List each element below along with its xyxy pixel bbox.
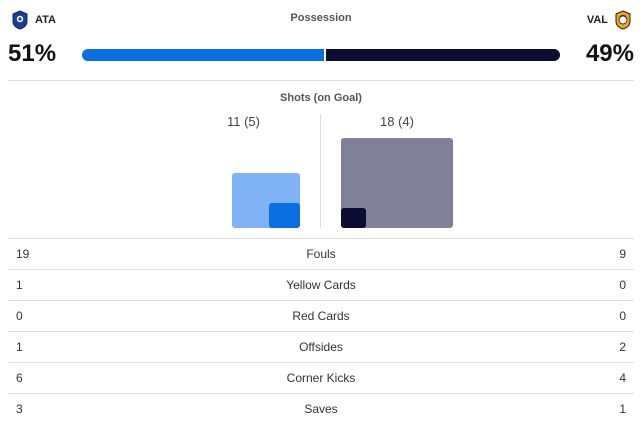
away-red-cards: 0 [619, 309, 626, 323]
home-team-abbr: ATA [35, 14, 56, 26]
away-team[interactable]: VAL [587, 10, 632, 30]
home-shots-label: 11 (5) [227, 114, 260, 129]
atalanta-crest-icon [12, 10, 28, 30]
stat-row-corner-kicks: 6 Corner Kicks 4 [8, 362, 634, 393]
stat-row-saves: 3 Saves 1 [8, 393, 634, 424]
away-saves: 1 [619, 402, 626, 416]
fouls-label: Fouls [306, 247, 336, 261]
red-cards-label: Red Cards [292, 309, 350, 323]
home-saves: 3 [16, 402, 23, 416]
stat-row-yellow-cards: 1 Yellow Cards 0 [8, 269, 634, 300]
home-yellow-cards: 1 [16, 278, 23, 292]
away-shots-on-goal-box [341, 208, 366, 228]
possession-bar [82, 49, 560, 61]
offsides-label: Offsides [299, 340, 343, 354]
home-red-cards: 0 [16, 309, 23, 323]
stat-row-red-cards: 0 Red Cards 0 [8, 300, 634, 331]
away-fouls: 9 [619, 247, 626, 261]
away-yellow-cards: 0 [619, 278, 626, 292]
home-team[interactable]: ATA [11, 10, 56, 30]
possession-bar-home [82, 49, 326, 61]
home-shots-on-goal-box [269, 203, 300, 228]
possession-bar-away [325, 49, 560, 61]
home-corner-kicks: 6 [16, 371, 23, 385]
away-offsides: 2 [619, 340, 626, 354]
stat-row-offsides: 1 Offsides 2 [8, 331, 634, 362]
home-possession: 51% [8, 40, 57, 67]
stat-row-fouls: 19 Fouls 9 [8, 238, 634, 269]
possession-title: Possession [290, 12, 352, 24]
away-team-abbr: VAL [586, 14, 608, 26]
yellow-cards-label: Yellow Cards [286, 278, 356, 292]
away-shots-label: 18 (4) [380, 114, 414, 129]
stats-table: 19 Fouls 9 1 Yellow Cards 0 0 Red Cards … [8, 238, 634, 424]
corner-kicks-label: Corner Kicks [286, 371, 356, 385]
shots-divider [320, 114, 321, 228]
divider [8, 80, 634, 81]
home-fouls: 19 [16, 247, 30, 261]
saves-label: Saves [304, 402, 338, 416]
away-possession: 49% [585, 40, 634, 67]
home-offsides: 1 [16, 340, 23, 354]
valencia-crest-icon [615, 10, 631, 30]
shots-title: Shots (on Goal) [280, 92, 362, 104]
away-corner-kicks: 4 [619, 371, 626, 385]
